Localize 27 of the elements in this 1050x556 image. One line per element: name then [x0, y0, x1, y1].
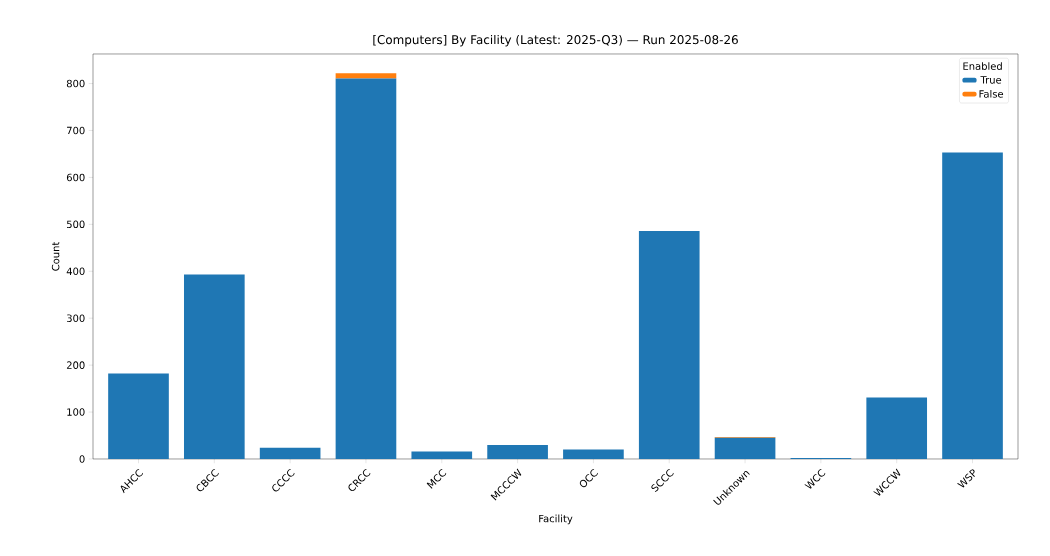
bar	[942, 152, 1003, 459]
chart-title: [Computers] By Facility (Latest: 2025-Q3) — Run 2025-08-26	[373, 34, 738, 47]
legend-label: False	[979, 89, 1004, 98]
y-tick-label: 700	[67, 126, 85, 135]
bar	[259, 447, 321, 459]
bar	[411, 451, 473, 459]
y-tick-label: 0	[79, 455, 85, 463]
bar	[638, 230, 700, 459]
bar	[335, 78, 397, 459]
y-tick-label: 800	[66, 79, 85, 88]
bar	[487, 444, 548, 459]
legend-title: Enabled	[963, 62, 1002, 70]
bar	[563, 449, 624, 459]
y-tick-label: 600	[66, 173, 85, 182]
bar	[866, 397, 928, 459]
y-tick-label: 300	[66, 314, 85, 322]
bar	[183, 274, 245, 459]
y-tick-label: 500	[66, 220, 85, 229]
y-axis-title: Count	[51, 241, 60, 271]
y-tick-label: 400	[66, 267, 85, 276]
bar	[714, 437, 776, 459]
y-tick-label: 200	[66, 361, 85, 369]
bar	[108, 373, 169, 459]
bar	[335, 73, 397, 79]
y-tick-label: 100	[67, 408, 85, 416]
legend-label: True	[980, 76, 1002, 84]
x-axis-title: Facility	[539, 514, 573, 525]
